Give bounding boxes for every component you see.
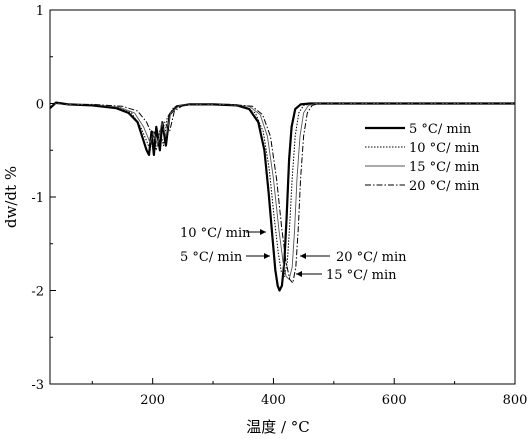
annotation-arrow-head-3 bbox=[300, 253, 306, 259]
annotation-arrow-head-4 bbox=[296, 271, 302, 277]
legend-label-1: 5 °C/ min bbox=[409, 122, 472, 137]
y-tick-label: -3 bbox=[31, 378, 44, 393]
annotation-arrow-head-1 bbox=[260, 229, 266, 235]
series-line-2 bbox=[49, 103, 515, 277]
x-tick-label: 600 bbox=[382, 393, 407, 408]
y-axis-ticks: -3 -2 -1 0 1 bbox=[31, 4, 56, 393]
y-tick-label: 0 bbox=[36, 98, 44, 113]
annotation-label-1: 10 °C/ min bbox=[180, 226, 251, 241]
series-line-4 bbox=[49, 103, 515, 284]
x-axis-ticks: 200 400 600 800 bbox=[91, 378, 528, 408]
legend: 5 °C/ min 10 °C/ min 15 °C/ min 20 °C/ min bbox=[365, 122, 480, 194]
x-tick-label: 200 bbox=[140, 393, 165, 408]
legend-label-4: 20 °C/ min bbox=[409, 179, 480, 194]
plot-frame bbox=[49, 9, 516, 385]
legend-label-3: 15 °C/ min bbox=[409, 160, 480, 175]
annotation-label-3: 20 °C/ min bbox=[336, 250, 407, 265]
annotation-arrow-head-2 bbox=[264, 253, 270, 259]
y-tick-label: -1 bbox=[31, 191, 44, 206]
series-layer bbox=[49, 101, 515, 292]
x-tick-label: 400 bbox=[261, 393, 286, 408]
y-tick-label: 1 bbox=[36, 4, 44, 19]
y-tick-label: -2 bbox=[31, 285, 44, 300]
x-axis-label: 温度 / °C bbox=[246, 418, 310, 436]
annotation-label-2: 5 °C/ min bbox=[180, 250, 243, 265]
annotation-label-4: 15 °C/ min bbox=[326, 268, 397, 283]
y-axis-label: dw/dt % bbox=[2, 166, 20, 228]
x-tick-label: 800 bbox=[503, 393, 528, 408]
annotations: 10 °C/ min 5 °C/ min 20 °C/ min 15 °C/ min bbox=[180, 226, 407, 283]
legend-label-2: 10 °C/ min bbox=[409, 141, 480, 156]
